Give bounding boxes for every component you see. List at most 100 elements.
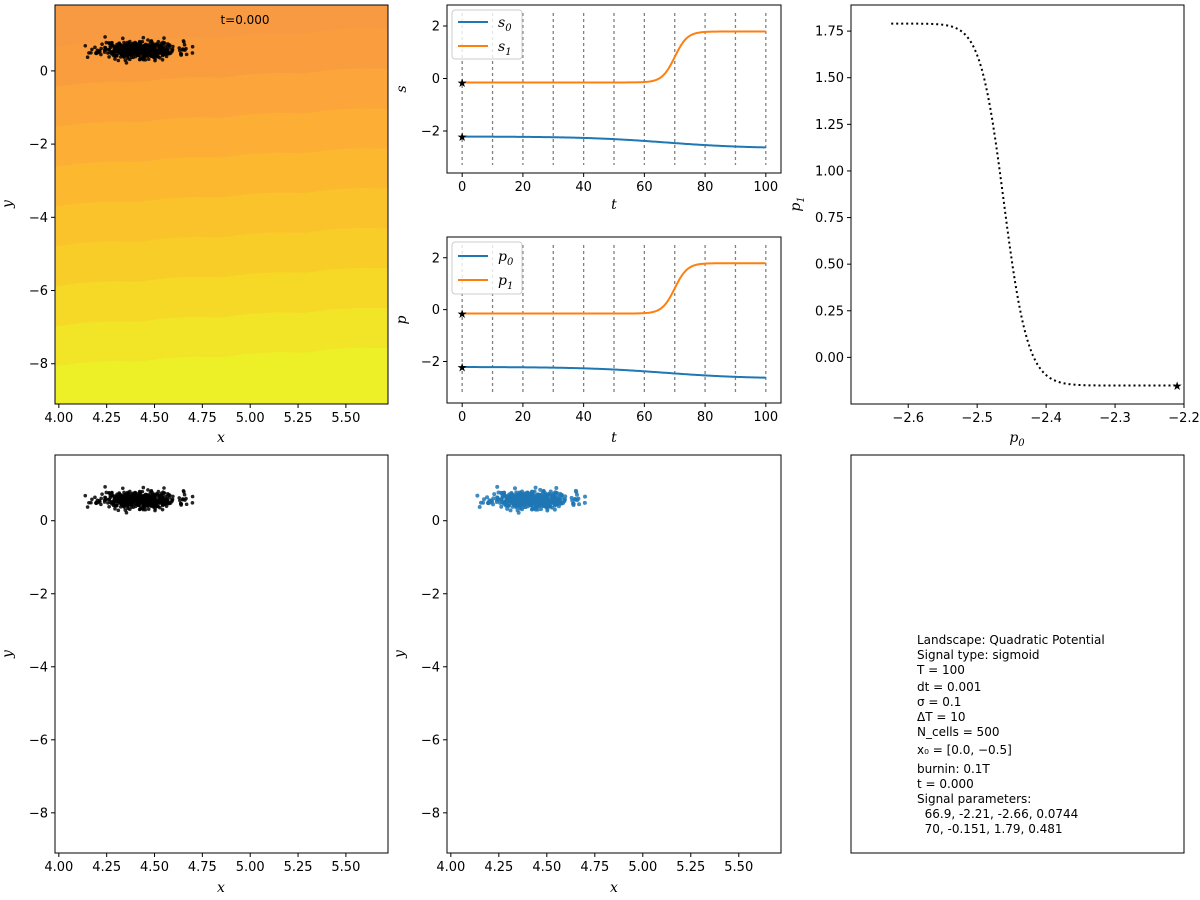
landscape-cell-point — [190, 44, 195, 49]
parameter-start-star-0: ★ — [457, 360, 468, 374]
cells-blue-cell-point — [548, 489, 553, 494]
landscape-cell-point — [181, 48, 185, 52]
landscape-x-label: x — [217, 430, 225, 446]
cells-black-xtick-label: 4.50 — [140, 860, 169, 875]
info-line-2: T = 100 — [916, 663, 965, 677]
cells-black-cell-point — [181, 497, 185, 502]
phase-ytick-label: 1.75 — [815, 25, 844, 40]
phase-end-marker: ★ — [1172, 379, 1183, 393]
cells-black-cell-point — [141, 485, 146, 490]
landscape-cell-point — [137, 57, 142, 62]
cells-black-x-label: x — [217, 880, 225, 896]
cells-black-cell-point — [113, 507, 117, 511]
cells-blue-cell-point — [482, 497, 487, 502]
cells-black-cell-point — [124, 497, 129, 502]
signal-legend-label-1: s1 — [498, 39, 512, 58]
landscape-cell-point — [142, 50, 147, 55]
cells-black-cell-point — [182, 492, 187, 497]
signal-xtick-label: 60 — [636, 180, 653, 195]
cells-black-cell-point — [124, 501, 128, 505]
cells-blue-ytick-label: −6 — [421, 733, 440, 748]
cells-blue-xtick-label: 5.25 — [676, 860, 705, 875]
cells-blue-xtick-label: 5.00 — [628, 860, 657, 875]
cells-blue-cell-point — [552, 507, 557, 512]
landscape-cell-point — [182, 43, 187, 47]
landscape-xtick-label: 5.00 — [236, 411, 265, 426]
landscape-cell-point — [184, 52, 189, 57]
cells-black-cell-point — [137, 499, 141, 504]
landscape-axes-frame — [54, 4, 389, 405]
landscape-cell-point — [148, 41, 153, 45]
cells-black-cell-point — [171, 494, 175, 499]
cells-black-cell-point — [167, 495, 172, 500]
landscape-xtick-label: 5.50 — [331, 411, 360, 426]
landscape-cell-point — [166, 42, 170, 46]
landscape-cell-point — [160, 58, 165, 62]
signal-panel: ★★ 0 20 40 60 80 100 20−2 t s s0 s1 — [394, 4, 782, 213]
signal-y-ticks: 2 0 −2 — [421, 20, 447, 140]
cells-black-cell-point — [83, 493, 88, 498]
cells-black-cell-point — [93, 495, 97, 500]
cells-blue-cell-point — [554, 486, 559, 491]
cells-blue-cell-point — [556, 499, 561, 504]
cells-blue-cell-point — [546, 500, 551, 505]
cells-black-cell-point — [157, 497, 162, 502]
cells-blue-cell-point — [533, 507, 538, 512]
phase-trajectory-line — [891, 22, 1175, 387]
cells-blue-cell-point — [529, 507, 534, 512]
cells-black-cell-point — [161, 490, 165, 494]
landscape-cell-point — [102, 48, 107, 52]
landscape-y-ticks: 0 −2 −4 −6 −8 — [29, 64, 55, 372]
info-line-1: Signal type: sigmoid — [917, 648, 1040, 662]
landscape-cell-point — [115, 51, 120, 56]
landscape-cell-point — [179, 53, 183, 57]
landscape-cell-point — [138, 45, 143, 49]
cells-blue-cell-point — [533, 485, 538, 490]
cells-blue-cell-point — [548, 492, 553, 497]
cells-blue-cell-point — [553, 490, 558, 495]
phase-xtick-label: −2.4 — [1030, 411, 1062, 426]
landscape-time-label: t=0.000 — [220, 13, 269, 27]
cells-black-xtick-label: 4.25 — [92, 860, 121, 875]
landscape-ytick-label: −6 — [29, 284, 48, 299]
cells-black-cell-point — [116, 508, 121, 513]
cells-black-cell-point — [115, 495, 120, 500]
phase-x-ticks: −2.6 −2.5 −2.4 −2.3 −2.2 — [892, 404, 1200, 426]
cells-black-cell-point — [164, 499, 169, 504]
cells-black-cell-point — [108, 494, 113, 498]
cells-blue-cell-point — [516, 501, 521, 506]
parameter-switch-lines — [461, 245, 767, 395]
cells-blue-cell-point — [551, 493, 556, 498]
phase-trajectory — [891, 22, 1175, 387]
signal-start-star-0: ★ — [457, 130, 468, 144]
landscape-cell-point — [113, 57, 117, 61]
parameter-panel: ★★ 0 20 40 60 80 100 20−2 t p p0 p1 — [394, 236, 782, 446]
cells-blue-cell-point — [538, 487, 543, 492]
landscape-contour-fill — [55, 5, 388, 404]
landscape-cell-point — [167, 46, 172, 50]
phase-xtick-label: −2.5 — [961, 411, 993, 426]
landscape-cell-point — [156, 43, 161, 47]
parameter-start-markers: ★★ — [457, 307, 468, 374]
landscape-cell-point — [171, 44, 175, 49]
cells-blue-cell-point — [552, 499, 557, 504]
cells-blue-xtick-label: 4.00 — [436, 860, 465, 875]
landscape-cell-point — [168, 51, 173, 55]
landscape-cell-point — [159, 43, 164, 48]
cells-blue-cell-point — [577, 502, 582, 507]
cells-black-cell-point — [118, 500, 123, 505]
cells-blue-xtick-label: 5.50 — [724, 860, 753, 875]
cells-black-cell-point — [126, 503, 130, 508]
landscape-cell-point — [130, 49, 135, 54]
cells-black-cell-point — [153, 508, 157, 513]
landscape-cell-point — [124, 51, 128, 56]
cells-blue-cell-point — [475, 493, 480, 498]
cells-black-x-ticks: 4.00 4.25 4.50 4.75 5.00 5.25 5.50 — [44, 853, 360, 875]
landscape-ytick-label: −2 — [29, 138, 48, 153]
cells-black-cell-point — [115, 501, 120, 506]
signal-xtick-label: 80 — [697, 180, 714, 195]
cells-blue-x-label: x — [610, 880, 618, 896]
landscape-xtick-label: 4.00 — [44, 411, 73, 426]
cells-blue-cell-point — [485, 495, 490, 500]
signal-ytick-label: −2 — [421, 125, 440, 140]
